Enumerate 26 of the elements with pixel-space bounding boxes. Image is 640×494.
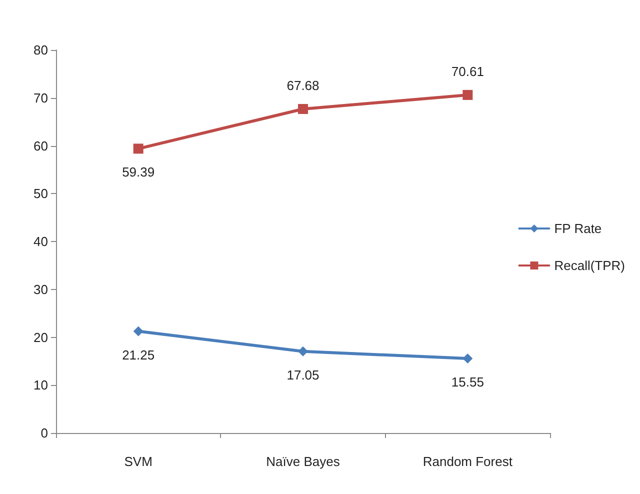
y-tick-label: 80 <box>34 42 48 58</box>
data-label: 21.25 <box>122 347 155 362</box>
data-label: 70.61 <box>451 64 484 79</box>
x-tick-label: Random Forest <box>422 454 513 469</box>
x-tick-label: SVM <box>124 454 152 469</box>
point <box>462 354 473 364</box>
y-tick-label: 10 <box>34 378 48 393</box>
data-label: 15.55 <box>451 374 484 390</box>
point <box>133 326 144 336</box>
legend-label: FP Rate <box>554 221 602 236</box>
x-tick-label: Naïve Bayes <box>266 454 340 469</box>
y-tick-label: 20 <box>34 330 48 345</box>
point <box>462 90 473 100</box>
point <box>298 104 308 114</box>
legend-label: Recall(TPR) <box>554 258 626 273</box>
data-label: 67.68 <box>286 78 320 93</box>
y-tick-label: 0 <box>40 426 48 440</box>
y-tick-label: 50 <box>34 186 48 202</box>
data-label: 59.39 <box>122 164 155 180</box>
y-tick-label: 40 <box>34 234 48 249</box>
point <box>133 144 144 154</box>
point <box>298 346 308 356</box>
data-label: 17.05 <box>286 367 320 382</box>
y-tick-label: 30 <box>34 282 48 297</box>
y-tick-label: 70 <box>34 90 48 106</box>
y-tick-label: 60 <box>34 138 48 154</box>
